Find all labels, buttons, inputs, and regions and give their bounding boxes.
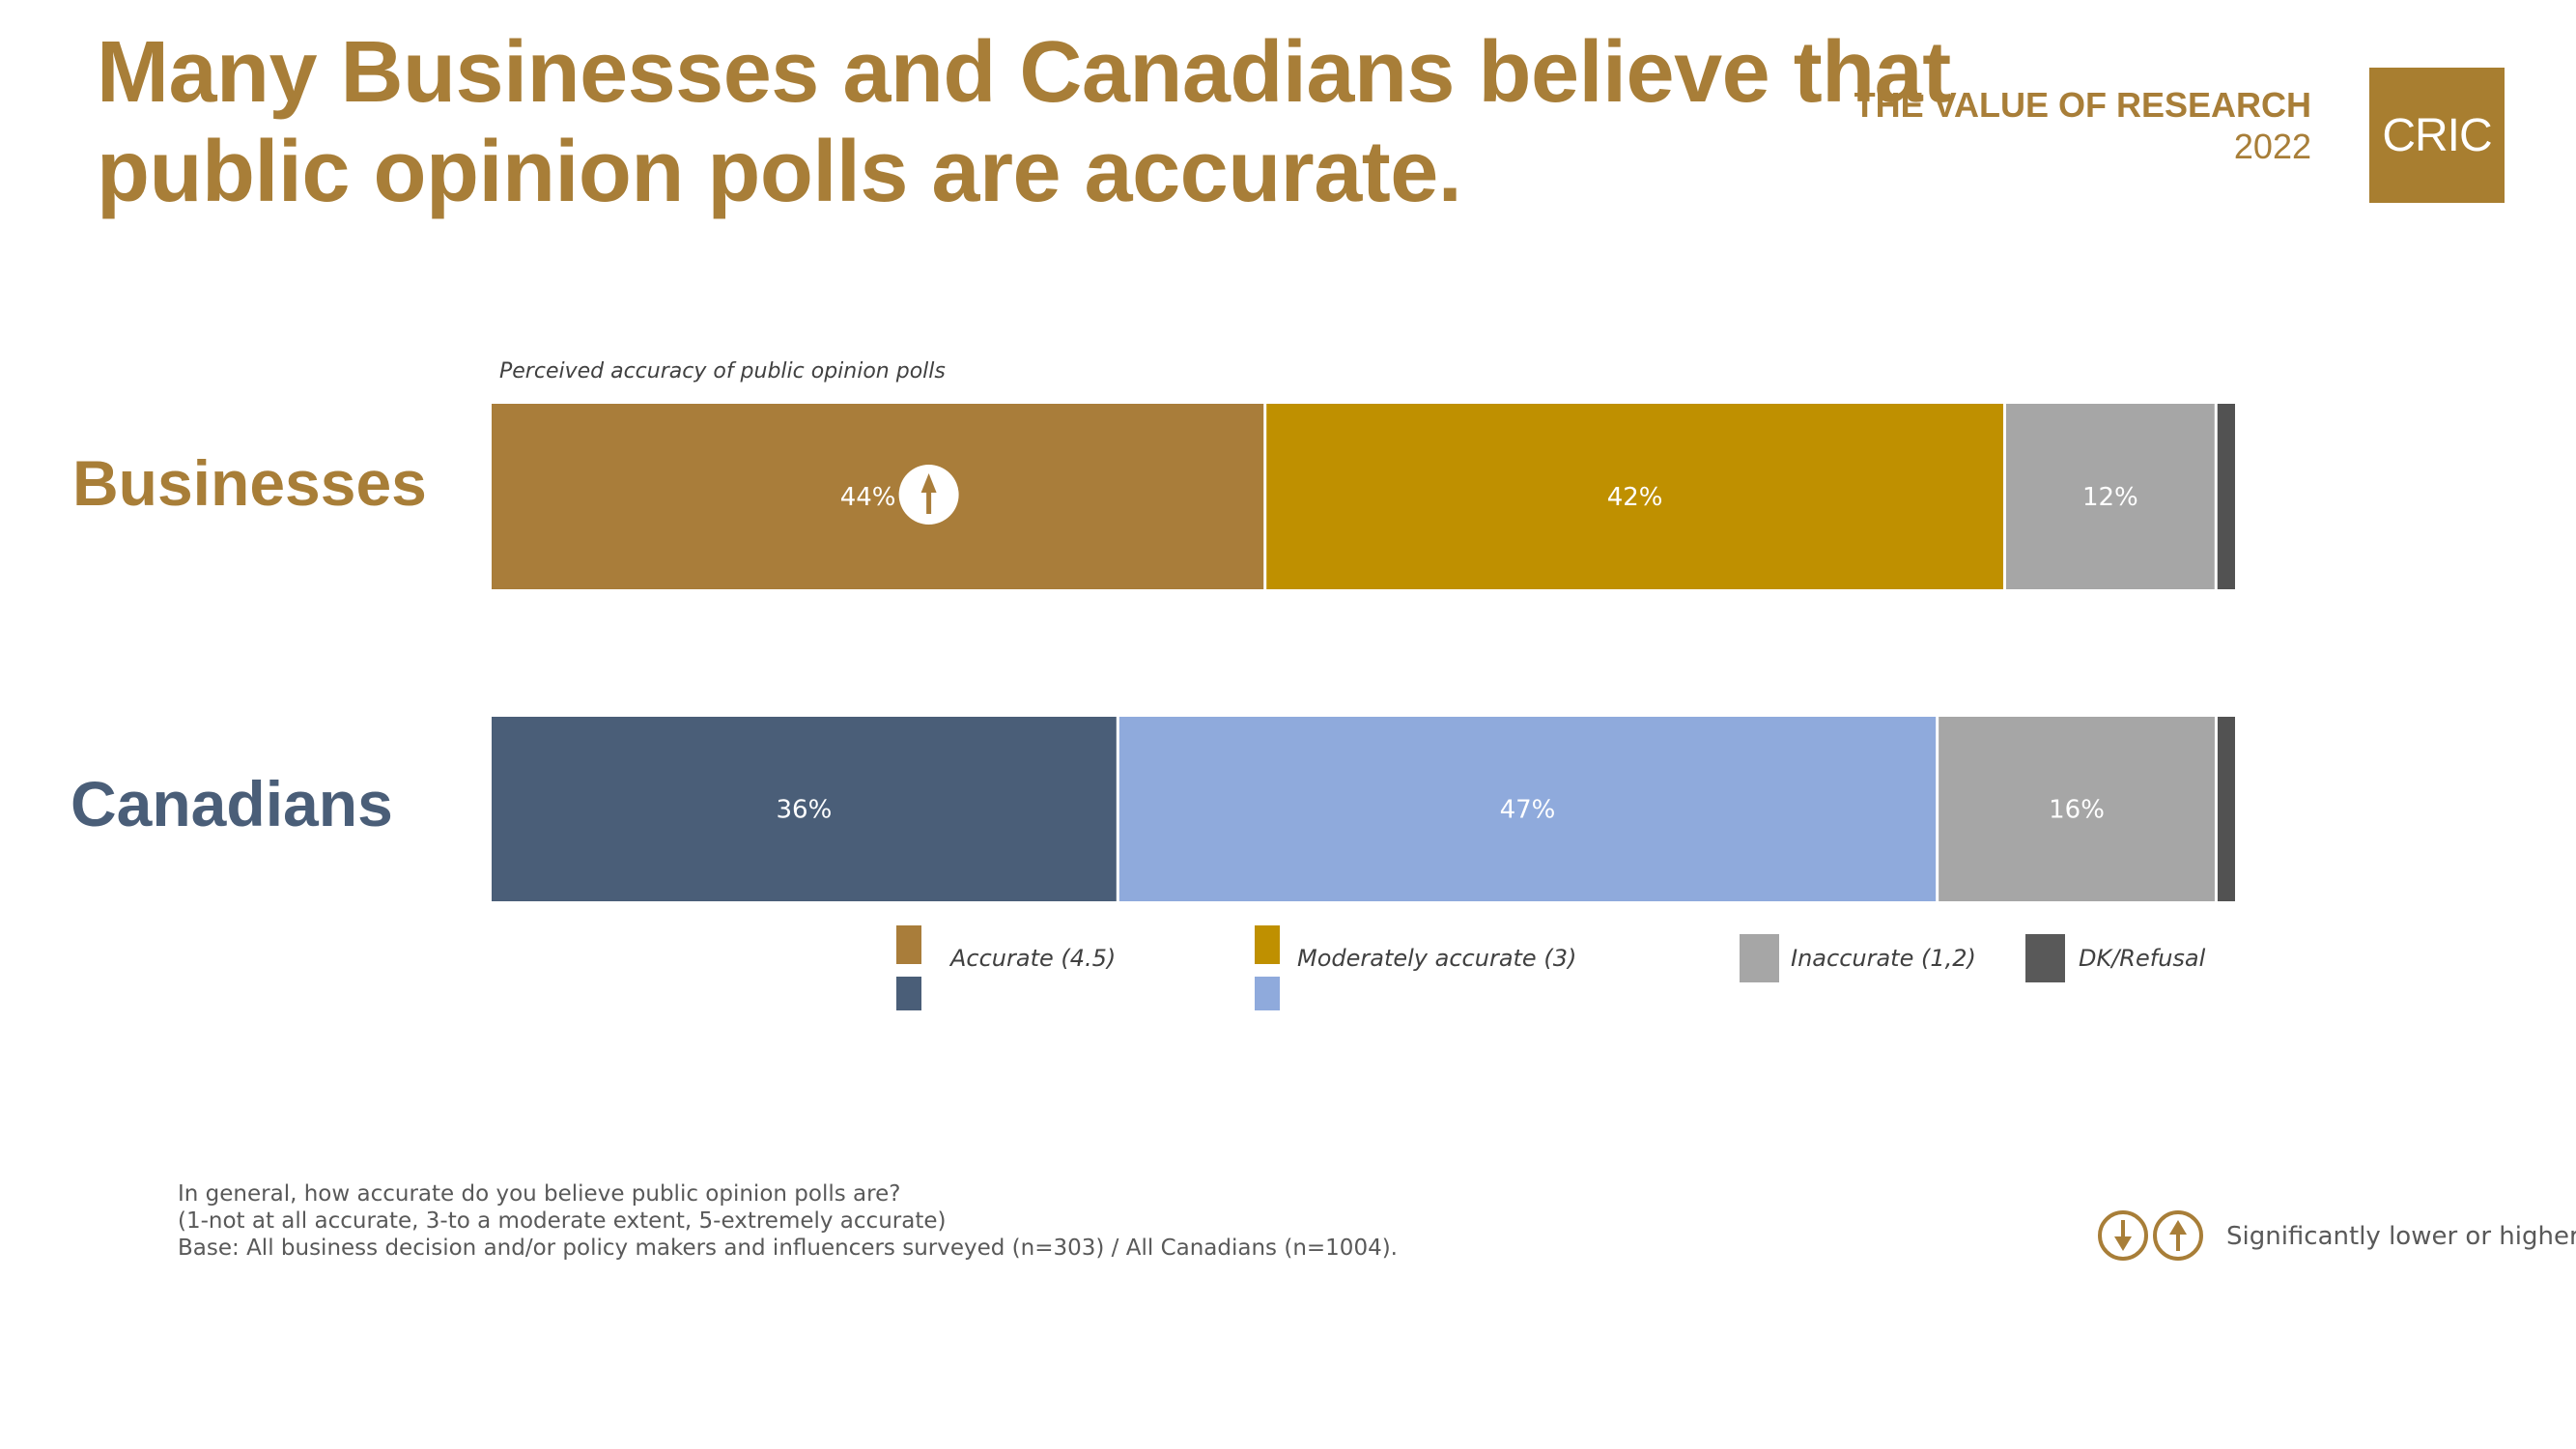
legend-swatch-accurate-4-5-canadians xyxy=(896,977,921,1010)
report-name: THE VALUE OF RESEARCH xyxy=(1854,85,2311,125)
bar-segment-canadians-inaccurate-1-2 xyxy=(1939,717,2215,901)
legend-label-inaccurate-1-2: Inaccurate (1,2) xyxy=(1791,945,1976,972)
data-label-canadians-inaccurate-1-2: 16% xyxy=(2049,796,2105,825)
legend-swatch-moderately-accurate-3-businesses xyxy=(1255,925,1280,964)
significantly-higher-icon-head xyxy=(920,473,937,493)
legend-label-dk-refusal: DK/Refusal xyxy=(2079,945,2206,972)
title-line-2: public opinion polls are accurate. xyxy=(97,124,1462,220)
legend-label-moderately-accurate-3: Moderately accurate (3) xyxy=(1297,945,1576,972)
data-label-businesses-inaccurate-1-2: 12% xyxy=(2082,483,2138,512)
data-label-businesses-accurate-4-5: 44% xyxy=(840,483,896,512)
legend-swatch-inaccurate-1-2 xyxy=(1740,934,1779,982)
cric-logo: CRIC xyxy=(2369,68,2505,203)
arrow-up-circle-icon xyxy=(2153,1210,2203,1261)
data-label-canadians-moderately-accurate-3: 47% xyxy=(1500,796,1556,825)
report-year: 2022 xyxy=(2233,127,2311,166)
bar-segment-canadians-accurate-4-5 xyxy=(492,717,1117,901)
significance-legend-text: Significantly lower or higher xyxy=(2226,1222,2576,1251)
arrow-down-circle-icon xyxy=(2098,1210,2148,1261)
title-line-1: Many Businesses and Canadians believe th… xyxy=(97,24,1951,121)
footnote: In general, how accurate do you believe … xyxy=(178,1180,1398,1262)
bar-segment-canadians-dk-refusal xyxy=(2217,717,2235,901)
page-title: Many Businesses and Canadians believe th… xyxy=(97,23,1951,222)
significance-icons xyxy=(2098,1210,2203,1261)
footnote-scale: (1-not at all accurate, 3-to a moderate … xyxy=(178,1208,947,1234)
row-label-canadians: Canadians xyxy=(71,768,393,839)
bar-segment-businesses-accurate-4-5 xyxy=(492,404,1264,589)
bar-segment-businesses-moderately-accurate-3 xyxy=(1266,404,2003,589)
legend-swatch-moderately-accurate-3-canadians xyxy=(1255,977,1280,1010)
row-label-businesses: Businesses xyxy=(72,447,427,519)
report-brand: THE VALUE OF RESEARCH 2022 xyxy=(1854,85,2311,168)
data-label-businesses-moderately-accurate-3: 42% xyxy=(1607,483,1663,512)
bar-segment-businesses-dk-refusal xyxy=(2217,404,2235,589)
bar-segment-businesses-inaccurate-1-2 xyxy=(2005,404,2215,589)
data-label-canadians-accurate-4-5: 36% xyxy=(777,796,833,825)
bar-segment-canadians-moderately-accurate-3 xyxy=(1118,717,1937,901)
legend-swatch-dk-refusal xyxy=(2025,934,2065,982)
legend-swatch-accurate-4-5-businesses xyxy=(896,925,921,964)
chart-subtitle: Perceived accuracy of public opinion pol… xyxy=(499,359,946,384)
footnote-base: Base: All business decision and/or polic… xyxy=(178,1236,1398,1261)
legend-label-accurate-4-5: Accurate (4.5) xyxy=(948,945,1116,972)
footnote-question: In general, how accurate do you believe … xyxy=(178,1181,901,1207)
